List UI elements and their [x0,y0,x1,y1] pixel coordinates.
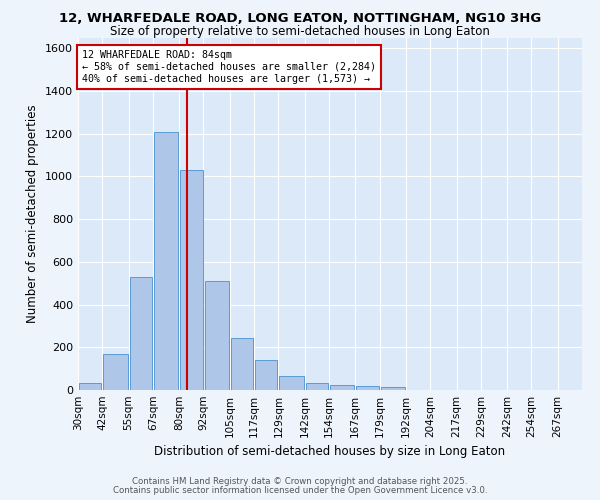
Bar [154,132,178,390]
Bar [255,360,277,390]
Bar [305,382,328,390]
Bar [130,277,152,390]
Bar [356,386,379,390]
Bar [79,382,101,390]
Text: Contains HM Land Registry data © Crown copyright and database right 2025.: Contains HM Land Registry data © Crown c… [132,477,468,486]
Text: Size of property relative to semi-detached houses in Long Eaton: Size of property relative to semi-detach… [110,25,490,38]
X-axis label: Distribution of semi-detached houses by size in Long Eaton: Distribution of semi-detached houses by … [154,446,506,458]
Bar [380,388,405,390]
Text: Contains public sector information licensed under the Open Government Licence v3: Contains public sector information licen… [113,486,487,495]
Y-axis label: Number of semi-detached properties: Number of semi-detached properties [26,104,40,323]
Text: 12 WHARFEDALE ROAD: 84sqm
← 58% of semi-detached houses are smaller (2,284)
40% : 12 WHARFEDALE ROAD: 84sqm ← 58% of semi-… [82,50,376,84]
Bar [180,170,203,390]
Bar [280,376,304,390]
Bar [205,281,229,390]
Bar [231,338,253,390]
Bar [330,384,354,390]
Text: 12, WHARFEDALE ROAD, LONG EATON, NOTTINGHAM, NG10 3HG: 12, WHARFEDALE ROAD, LONG EATON, NOTTING… [59,12,541,26]
Bar [103,354,128,390]
